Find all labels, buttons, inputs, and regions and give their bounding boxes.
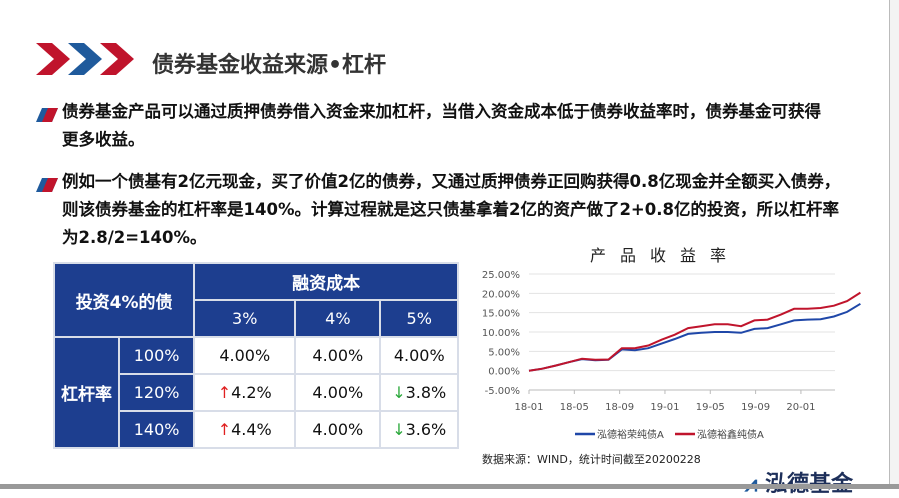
text-line: 为2.8/2=140%。	[62, 228, 207, 247]
bullet-paragraph-2: 例如一个债基有2亿元现金，买了价值2亿的债券，又通过质押债券正回购获得0.8亿现…	[62, 168, 852, 252]
cell-value: 4.2%	[231, 383, 272, 402]
leverage-table: 投资4%的债 融资成本 3% 4% 5% 杠杆率 100% 4.00% 4.00% 4.…	[52, 262, 459, 449]
table-cell: 4.00%	[294, 336, 382, 375]
x-tick-label: 19-05	[696, 402, 725, 413]
cell-value: 4.00%	[312, 383, 364, 402]
table-cell: 4.00%	[379, 336, 459, 375]
table-row: 120% ↑4.2% 4.00% ↓3.8%	[54, 373, 459, 412]
cell-value: 3.6%	[405, 420, 447, 439]
text-line: 更多收益。	[62, 130, 145, 149]
y-tick-label: 15.00%	[482, 309, 520, 320]
cost-col-header: 3%	[193, 299, 297, 338]
legend-label: 泓德裕荣纯债A	[597, 428, 664, 441]
y-tick-label: 5.00%	[488, 347, 520, 358]
page-title: 债券基金收益来源•杠杆	[152, 53, 387, 78]
x-tick-label: 18-09	[605, 402, 634, 413]
x-tick-label: 19-09	[741, 402, 770, 413]
chevron-arrows-icon	[36, 43, 134, 75]
x-tick-label: 20-01	[786, 402, 815, 413]
table-row: 杠杆率 100% 4.00% 4.00% 4.00%	[53, 336, 459, 449]
table-cell: 4.00%	[294, 410, 382, 449]
text-line: 债券基金产品可以通过质押债券借入资金来加杠杆，当借入资金成本低于债券收益率时，债…	[62, 102, 821, 121]
window-edge	[889, 0, 899, 489]
cell-value: 3.8%	[405, 383, 447, 402]
corner-header: 投资4%的债	[52, 262, 196, 338]
table-cell: ↓3.6%	[379, 410, 459, 449]
series-line-0	[528, 302, 861, 372]
cost-header: 融资成本	[193, 262, 459, 301]
series-line-1	[528, 291, 861, 372]
arrow-up-icon: ↑	[217, 420, 232, 439]
legend-label: 泓德裕鑫纯债A	[697, 428, 764, 441]
table-row: 140% ↑4.4% 4.00% ↓3.6%	[54, 410, 459, 449]
returns-line-chart: -5.00% 0.00% 5.00% 10.00% 15.00% 20.00% 25.00%…	[482, 270, 861, 441]
leverage-row-label: 140%	[117, 410, 196, 449]
cost-col-header: 4%	[294, 299, 382, 338]
bullet-paragraph-1: 债券基金产品可以通过质押债券借入资金来加杠杆，当借入资金成本低于债券收益率时，债…	[62, 98, 852, 154]
bottom-bar	[0, 484, 899, 489]
bullet-icon	[36, 108, 58, 122]
y-tick-label: 20.00%	[482, 289, 520, 300]
y-tick-label: 10.00%	[482, 328, 520, 339]
x-tick-label: 18-01	[514, 402, 543, 413]
company-logo: ⩘ 泓德基金	[745, 466, 853, 498]
arrow-down-icon: ↓	[392, 383, 406, 402]
chart-title: 产品收益率	[590, 246, 741, 265]
table-cell: 4.00%	[294, 373, 382, 412]
table-cell: 4.00%	[193, 336, 297, 375]
leverage-row-label: 100%	[117, 336, 196, 375]
data-source-note: 数据来源：WIND，统计时间截至20200228	[482, 453, 701, 466]
y-tick-label: 0.00%	[488, 367, 520, 378]
x-tick-label: 18-05	[560, 402, 589, 413]
cell-value: 4.4%	[231, 420, 272, 439]
table-cell: ↑4.4%	[193, 410, 297, 449]
cell-value: 4.00%	[219, 346, 271, 365]
leverage-header: 杠杆率	[53, 336, 120, 449]
cell-value: 4.00%	[312, 346, 364, 365]
cost-col-header: 5%	[379, 299, 459, 338]
table-cell: ↑4.2%	[193, 373, 297, 412]
cell-value: 4.00%	[393, 346, 445, 365]
bullet-icon	[36, 178, 58, 192]
text-line: 例如一个债基有2亿元现金，买了价值2亿的债券，又通过质押债券正回购获得0.8亿现…	[62, 172, 841, 191]
cell-value: 4.00%	[312, 420, 364, 439]
y-tick-label: -5.00%	[485, 386, 520, 397]
y-tick-label: 25.00%	[482, 270, 520, 281]
text-line: 则该债券基金的杠杆率是140%。计算过程就是这只债基拿着2亿的资产做了2+0.8…	[62, 200, 839, 219]
x-tick-label: 19-01	[650, 402, 679, 413]
arrow-up-icon: ↑	[217, 383, 232, 402]
table-cell: ↓3.8%	[379, 373, 459, 412]
arrow-down-icon: ↓	[392, 420, 406, 439]
leverage-row-label: 120%	[117, 373, 196, 412]
